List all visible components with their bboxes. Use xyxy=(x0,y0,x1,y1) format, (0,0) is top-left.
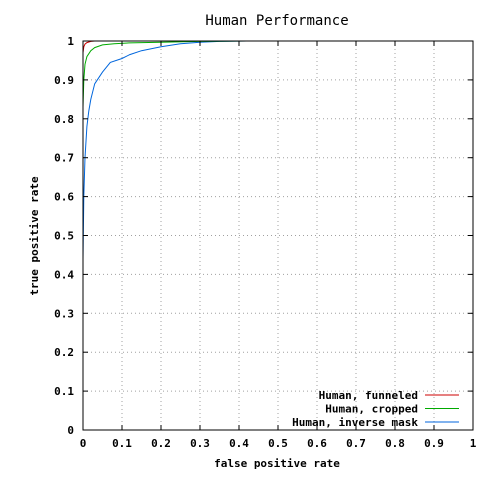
legend-label: Human, funneled xyxy=(319,389,418,402)
y-tick-label: 1 xyxy=(67,35,74,48)
y-tick-label: 0.8 xyxy=(54,113,74,126)
y-tick-label: 0.5 xyxy=(54,230,74,243)
y-tick-label: 0.6 xyxy=(54,191,74,204)
plot-frame xyxy=(82,40,474,431)
y-tick-label: 0.1 xyxy=(54,385,74,398)
y-tick-label: 0.3 xyxy=(54,307,74,320)
series-line xyxy=(82,40,247,430)
legend-label: Human, inverse mask xyxy=(292,416,418,429)
legend-label: Human, cropped xyxy=(325,403,418,416)
y-tick-label: 0 xyxy=(67,424,74,437)
x-tick-label: 0.1 xyxy=(112,437,132,450)
y-tick-label: 0.4 xyxy=(54,268,74,281)
x-tick-label: 0.7 xyxy=(346,437,366,450)
x-axis-label: false positive rate xyxy=(214,457,340,470)
x-tick-label: 0 xyxy=(80,437,87,450)
x-tick-label: 0.4 xyxy=(229,437,249,450)
y-tick-label: 0.2 xyxy=(54,346,74,359)
x-tick-label: 0.3 xyxy=(190,437,210,450)
y-tick-label: 0.9 xyxy=(54,74,74,87)
grid xyxy=(83,41,473,430)
tick-layer: 0 0.1 0.2 0.3 0.4 0.5 0.6 0.7 0.8 0.9 1 0 0.1 0.2 0.3 0… xyxy=(54,35,477,450)
x-tick-label: 0.5 xyxy=(268,437,288,450)
chart-title: Human Performance xyxy=(205,13,348,29)
x-tick-label: 0.8 xyxy=(385,437,405,450)
y-tick-label: 0.7 xyxy=(54,152,74,165)
y-axis-label: true positive rate xyxy=(28,176,41,296)
x-tick-label: 0.6 xyxy=(307,437,327,450)
x-tick-label: 1 xyxy=(470,437,477,450)
x-tick-label: 0.2 xyxy=(151,437,171,450)
x-tick-label: 0.9 xyxy=(424,437,444,450)
